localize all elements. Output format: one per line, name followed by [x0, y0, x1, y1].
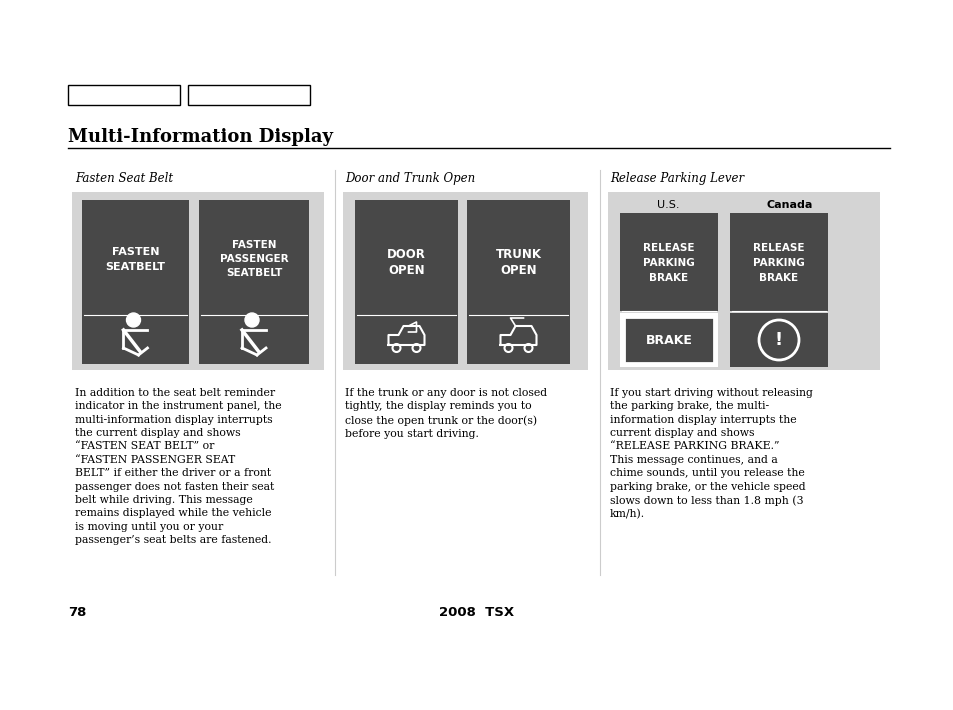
Text: PASSENGER: PASSENGER: [219, 254, 288, 264]
Bar: [82, 200, 189, 364]
Text: SEATBELT: SEATBELT: [226, 268, 282, 278]
Text: Fasten Seat Belt: Fasten Seat Belt: [75, 172, 172, 185]
Bar: [619, 213, 718, 311]
Text: If the trunk or any door is not closed
tightly, the display reminds you to
close: If the trunk or any door is not closed t…: [345, 388, 547, 439]
Text: BRAKE: BRAKE: [649, 273, 688, 283]
Text: BRAKE: BRAKE: [759, 273, 798, 283]
Text: In addition to the seat belt reminder
indicator in the instrument panel, the
mul: In addition to the seat belt reminder in…: [75, 388, 281, 545]
Text: U.S.: U.S.: [656, 200, 679, 210]
Text: RELEASE: RELEASE: [642, 243, 694, 253]
Bar: [607, 192, 879, 370]
Bar: [467, 200, 569, 364]
Text: If you start driving without releasing
the parking brake, the multi-
information: If you start driving without releasing t…: [609, 388, 812, 520]
Text: Canada: Canada: [766, 200, 812, 210]
Bar: [729, 313, 827, 367]
Bar: [355, 200, 457, 364]
Bar: [199, 200, 309, 364]
Bar: [619, 313, 718, 367]
Bar: [343, 192, 587, 370]
Text: 78: 78: [68, 606, 87, 619]
Bar: [623, 317, 713, 363]
Circle shape: [127, 313, 140, 327]
Text: PARKING: PARKING: [642, 258, 694, 268]
Text: Multi-Information Display: Multi-Information Display: [68, 128, 333, 146]
Text: OPEN: OPEN: [388, 263, 424, 276]
Text: FASTEN: FASTEN: [112, 247, 159, 257]
Text: RELEASE: RELEASE: [753, 243, 804, 253]
Text: Door and Trunk Open: Door and Trunk Open: [345, 172, 475, 185]
Bar: [188, 85, 310, 105]
Text: TRUNK: TRUNK: [495, 248, 541, 261]
Circle shape: [245, 313, 258, 327]
Text: SEATBELT: SEATBELT: [106, 262, 165, 272]
Bar: [68, 85, 180, 105]
Bar: [729, 213, 827, 311]
Text: !: !: [774, 331, 782, 349]
Text: FASTEN: FASTEN: [232, 240, 276, 250]
Text: Release Parking Lever: Release Parking Lever: [609, 172, 743, 185]
Bar: [71, 192, 324, 370]
Text: OPEN: OPEN: [499, 263, 537, 276]
Text: 2008  TSX: 2008 TSX: [439, 606, 514, 619]
Text: BRAKE: BRAKE: [645, 334, 692, 346]
Text: PARKING: PARKING: [752, 258, 804, 268]
Text: DOOR: DOOR: [387, 248, 425, 261]
